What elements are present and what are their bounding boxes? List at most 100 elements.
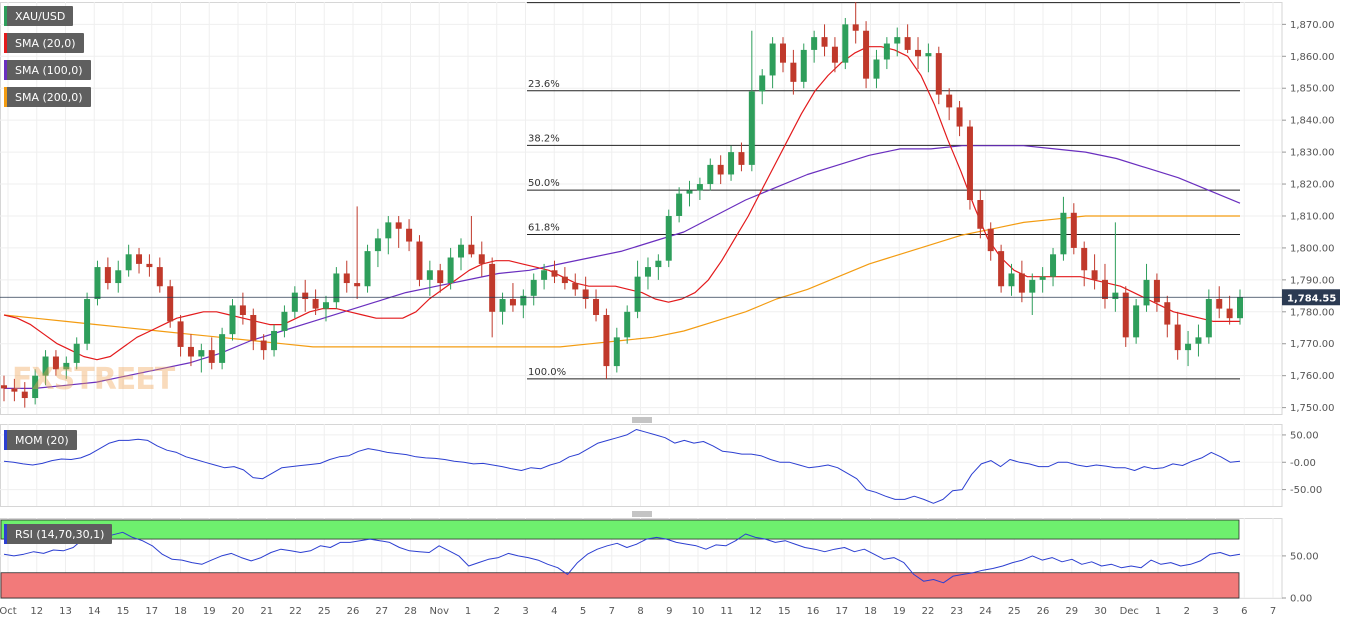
candle-body [1060, 212, 1067, 255]
x-tick-label: Oct [0, 606, 17, 617]
candle-body [1205, 299, 1212, 338]
x-tick-label: 7 [609, 606, 615, 617]
x-tick-label: 29 [1065, 606, 1078, 617]
mom-swatch [4, 430, 7, 450]
mom-tick-label: 50.00 [1290, 430, 1319, 441]
x-tick-label: 26 [1037, 606, 1050, 617]
candle-body [811, 37, 818, 50]
candle-body [998, 251, 1005, 287]
candle-body [271, 330, 278, 351]
candle-body [915, 49, 922, 57]
candle-body [1091, 270, 1098, 280]
candle-body [437, 270, 444, 284]
candle-body [883, 43, 890, 60]
price-tick-label: 1,840.00 [1290, 116, 1335, 127]
candle-body [374, 238, 381, 252]
candle-body [769, 43, 776, 76]
candle-body [1153, 279, 1160, 303]
candle-body [239, 305, 246, 315]
candle-body [665, 215, 672, 261]
rsi-line [3, 531, 1241, 584]
price-tick-label: 1,800.00 [1290, 243, 1335, 254]
x-tick-label: 16 [807, 606, 820, 617]
x-tick-label: 13 [59, 606, 72, 617]
moving-averages-layer [3, 46, 1241, 389]
candle-body [177, 321, 184, 347]
candle-body [447, 257, 454, 284]
price-tick-label: 1,830.00 [1290, 148, 1335, 159]
indicator-lines-layer [3, 429, 1241, 584]
x-tick-label: 10 [692, 606, 705, 617]
candle-body [146, 263, 153, 268]
candle-body [1164, 302, 1171, 325]
x-tick-label: 18 [174, 606, 187, 617]
candle-body [208, 350, 215, 363]
candle-body [541, 270, 548, 280]
rsi-overbought-zone [0, 519, 1240, 540]
fib-level-label: 61.8% [528, 223, 560, 234]
candle-body [21, 391, 28, 399]
candle-body [458, 244, 465, 258]
legend-sma20[interactable]: SMA (20,0) [4, 33, 84, 53]
fxstreet-watermark: FXSTREET [12, 362, 175, 397]
candle-body [520, 295, 527, 306]
grid-layer [0, 2, 1283, 599]
price-tick-label: 1,780.00 [1290, 307, 1335, 318]
fib-level-label: 100.0% [528, 367, 566, 378]
candle-body [499, 299, 506, 312]
rsi-tick-label: 50.00 [1290, 551, 1319, 562]
candle-body [219, 334, 226, 363]
candle-body [322, 302, 329, 309]
candle-body [852, 24, 859, 31]
x-tick-label: Dec [1120, 606, 1139, 617]
rsi-tick-label: 0.00 [1290, 594, 1312, 605]
legend-sma200[interactable]: SMA (200,0) [4, 87, 91, 107]
legend-mom[interactable]: MOM (20) [4, 430, 77, 450]
candle-body [478, 254, 485, 264]
momentum-line [3, 429, 1241, 504]
x-tick-label: 25 [318, 606, 331, 617]
x-tick-label: 15 [778, 606, 791, 617]
candle-body [1226, 308, 1233, 319]
x-tick-label: 5 [580, 606, 586, 617]
mom-tick-label: -50.00 [1290, 485, 1322, 496]
candle-body [250, 314, 257, 341]
legend-sma100-label: SMA (100,0) [15, 63, 83, 77]
x-tick-label: 30 [1094, 606, 1107, 617]
x-tick-label: 14 [88, 606, 101, 617]
candle-body [198, 350, 205, 357]
candle-body [582, 289, 589, 300]
price-tick-label: 1,820.00 [1290, 180, 1335, 191]
x-tick-label: 12 [30, 606, 43, 617]
x-tick-label: 7 [1270, 606, 1276, 617]
legend-rsi[interactable]: RSI (14,70,30,1) [4, 524, 113, 544]
legend-rsi-label: RSI (14,70,30,1) [15, 527, 105, 541]
candle-body [385, 222, 392, 239]
x-tick-label: 19 [893, 606, 906, 617]
x-tick-label: 22 [289, 606, 302, 617]
legend-sma100[interactable]: SMA (100,0) [4, 60, 91, 80]
candle-body [1101, 279, 1108, 300]
fib-level-label: 23.6% [528, 79, 560, 90]
x-tick-label: 2 [1184, 606, 1190, 617]
rsi-zones [0, 519, 1240, 599]
candle-body [156, 267, 163, 287]
candle-body [717, 164, 724, 175]
rsi-oversold-zone [0, 572, 1240, 599]
legend-sma20-label: SMA (20,0) [15, 36, 76, 50]
legend-symbol[interactable]: XAU/USD [4, 6, 74, 26]
candle-body [572, 283, 579, 290]
candle-body [1039, 276, 1046, 280]
candle-body [925, 53, 932, 57]
candle-body [748, 91, 755, 165]
candle-body [1122, 292, 1129, 338]
sma200-line [3, 215, 1240, 348]
x-tick-label: 21 [260, 606, 273, 617]
x-tick-label: 22 [922, 606, 935, 617]
x-tick-label: 1 [465, 606, 471, 617]
price-tick-label: 1,870.00 [1290, 20, 1335, 31]
price-tick-label: 1,850.00 [1290, 84, 1335, 95]
candle-body [977, 200, 984, 229]
x-tick-label: 4 [551, 606, 557, 617]
